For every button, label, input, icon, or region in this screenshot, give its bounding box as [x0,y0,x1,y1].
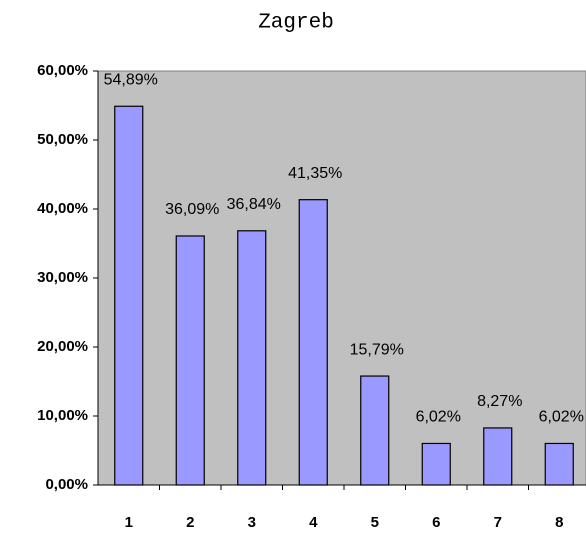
x-tick-label: 2 [186,514,194,531]
bar [544,442,574,486]
value-label: 6,02% [416,409,461,426]
bar [421,442,451,486]
bar [298,199,328,486]
x-tick-label: 7 [494,514,502,531]
x-tick-label: 5 [371,514,379,531]
value-label: 36,09% [165,201,219,218]
bar [175,235,205,486]
bar [483,427,513,486]
chart-title: Zagreb [258,12,334,35]
y-tick-label: 60,00% [37,62,88,79]
bar [360,375,390,486]
plot-area [97,70,586,486]
x-tick-label: 6 [432,514,440,531]
bar [237,230,267,486]
value-label: 8,27% [477,393,522,410]
y-tick-label: 20,00% [37,338,88,355]
value-label: 41,35% [288,165,342,182]
value-label: 6,02% [539,409,584,426]
value-label: 36,84% [227,196,281,213]
y-tick-label: 40,00% [37,200,88,217]
y-tick-label: 0,00% [45,476,88,493]
x-tick-label: 8 [555,514,563,531]
x-tick-label: 3 [248,514,256,531]
x-tick-label: 1 [125,514,133,531]
y-tick-label: 50,00% [37,131,88,148]
x-tick-label: 4 [309,514,318,531]
value-label: 15,79% [350,341,404,358]
value-label: 54,89% [104,71,158,88]
bar [114,105,144,486]
y-tick-label: 30,00% [37,269,88,286]
y-tick-label: 10,00% [37,407,88,424]
